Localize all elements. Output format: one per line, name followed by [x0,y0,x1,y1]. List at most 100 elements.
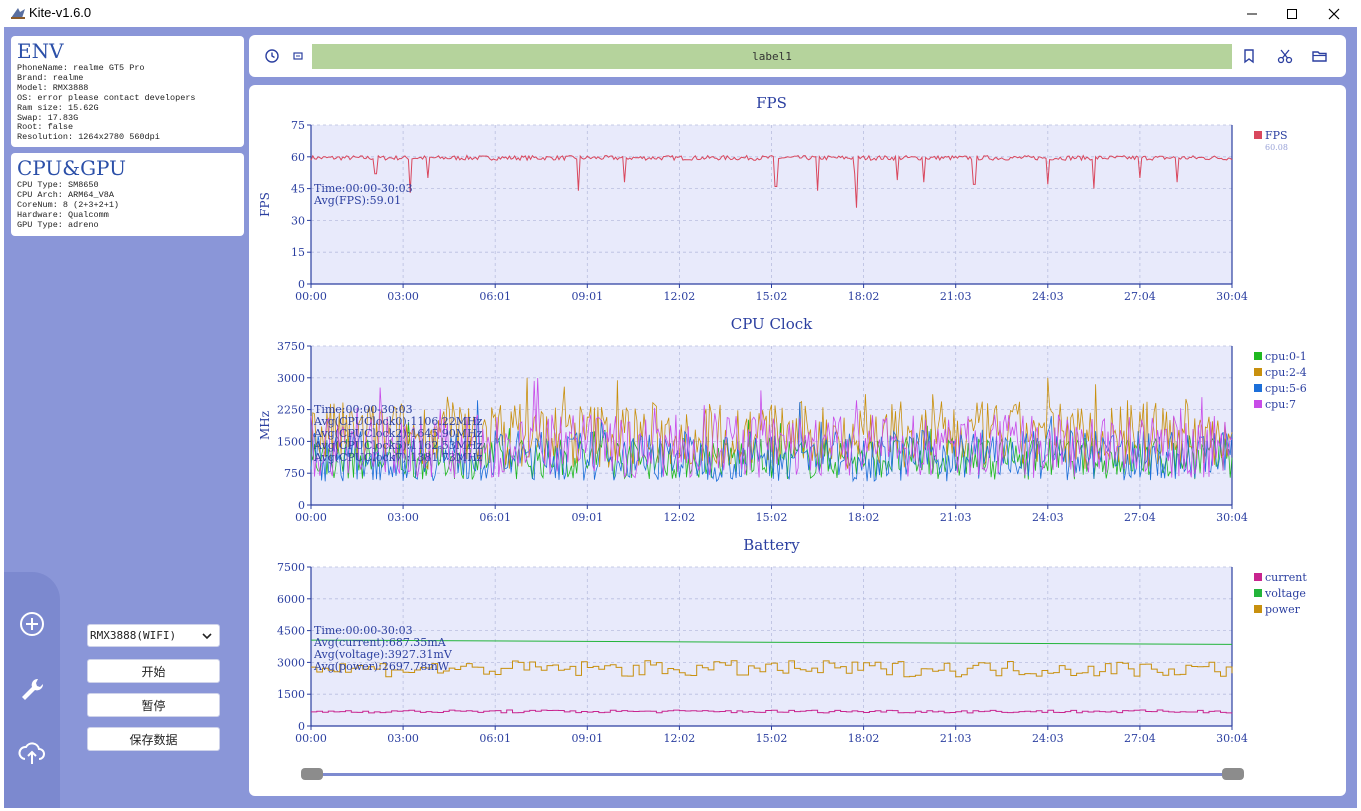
pause-button[interactable]: 暂停 [87,693,220,717]
bookmark-icon[interactable] [1240,47,1258,65]
env-info: PhoneName: realme GT5 Pro Brand: realme Mo… [17,63,196,143]
cloud-upload-icon[interactable] [18,739,46,767]
legend-swatch [1254,605,1262,613]
x-tick-label: 27:04 [1124,732,1156,745]
x-tick-label: 00:00 [295,290,327,303]
chart-annotation: Avg(CPUClock7):1381.73MHz [313,451,483,464]
legend-label: voltage [1264,587,1306,600]
chevron-down-icon [202,633,212,640]
series-line-cpu-5-6 [310,400,1233,483]
chart-annotation: Avg(CPUClock5):1162.53MHz [313,439,483,452]
x-tick-label: 27:04 [1124,511,1156,524]
x-tick-label: 24:03 [1032,732,1064,745]
x-tick-label: 03:00 [387,290,419,303]
x-tick-label: 12:02 [664,290,696,303]
legend-label: FPS [1265,129,1288,142]
plus-circle-icon[interactable] [18,610,46,638]
time-range-start-handle[interactable] [301,768,323,780]
cpugpu-line: Hardware: Qualcomm [17,209,109,220]
x-tick-label: 09:01 [571,732,603,745]
device-select[interactable]: RMX3888(WIFI) [87,624,220,647]
y-tick-label: 3000 [277,372,305,385]
y-tick-label: 45 [291,183,305,196]
series-line-cpu-2-4 [310,377,1233,470]
x-tick-label: 06:01 [479,511,511,524]
x-tick-label: 09:01 [571,511,603,524]
chart-annotation: Avg(CPUClock0):1106.22MHz [313,415,483,428]
folder-open-icon[interactable] [1311,47,1329,65]
x-tick-label: 30:04 [1216,732,1248,745]
series-line-fps [310,154,1233,208]
env-line: Root: false [17,122,74,133]
cpugpu-card: CPU&GPU CPU Type: SM8650 CPU Arch: ARM64_… [11,153,244,236]
legend-swatch [1254,131,1262,139]
legend-label: cpu:2-4 [1265,366,1307,379]
x-tick-label: 15:02 [756,511,788,524]
close-button[interactable] [1311,0,1357,27]
chart-annotation: Time:00:00-30:03 [314,624,413,637]
env-line: Brand: realme [17,72,84,83]
left-panel: ENV PhoneName: realme GT5 Pro Brand: real… [4,27,248,808]
y-tick-label: 3000 [277,656,305,669]
chart-title: FPS [756,94,787,112]
cpugpu-title: CPU&GPU [17,156,127,180]
x-tick-label: 21:03 [940,511,972,524]
y-tick-label: 4500 [277,625,305,638]
y-tick-label: 2250 [277,404,305,417]
cpugpu-line: CPU Type: SM8650 [17,180,99,190]
legend-label: cpu:0-1 [1265,350,1307,363]
legend-label: cpu:5-6 [1265,382,1307,395]
x-tick-label: 15:02 [756,290,788,303]
y-tick-label: 7500 [277,561,305,574]
minimize-button[interactable] [1229,0,1275,27]
series-line-cpu-7 [310,377,1233,479]
env-line: Swap: 17.83G [17,112,79,123]
y-tick-label: 75 [291,119,305,132]
app-logo-icon [11,8,25,19]
y-axis-label: MHz [258,411,272,440]
wrench-icon[interactable] [18,675,46,703]
y-tick-label: 0 [298,720,305,733]
time-range-slider[interactable] [310,773,1240,776]
x-tick-label: 30:04 [1216,290,1248,303]
x-tick-label: 18:02 [848,290,880,303]
screen-icon[interactable] [289,47,307,65]
x-tick-label: 18:02 [848,732,880,745]
env-card: ENV PhoneName: realme GT5 Pro Brand: real… [11,36,244,147]
x-tick-label: 12:02 [664,511,696,524]
scissors-icon[interactable] [1276,47,1294,65]
legend-sub-label: 60.08 [1265,143,1288,152]
legend-swatch [1254,352,1262,360]
chart-annotation: Time:00:00-30:03 [314,403,413,416]
y-tick-label: 0 [298,278,305,291]
env-line: Model: RMX3888 [17,82,89,93]
save-data-button[interactable]: 保存数据 [87,727,220,751]
legend-label: power [1265,603,1301,616]
maximize-button[interactable] [1269,0,1315,27]
x-tick-label: 09:01 [571,290,603,303]
chart-annotation: Avg(FPS):59.01 [313,194,401,207]
y-tick-label: 1500 [277,435,305,448]
status-label: label1 [312,44,1232,69]
side-dock [4,572,60,808]
y-axis-label: FPS [258,192,272,217]
x-tick-label: 00:00 [295,511,327,524]
x-tick-label: 27:04 [1124,290,1156,303]
time-range-end-handle[interactable] [1222,768,1244,780]
charts-svg: FPS 0 15 30 45 60 75 00:00 03:00 06:01 09:01 12:02 1… [258,94,1307,745]
chart-title: Battery [743,536,800,554]
clock-icon[interactable] [263,47,281,65]
y-tick-label: 60 [291,151,305,164]
x-tick-label: 03:00 [387,732,419,745]
top-toolbar: label1 [249,35,1346,77]
y-tick-label: 1500 [277,688,305,701]
env-title: ENV [17,39,64,63]
x-tick-label: 06:01 [479,290,511,303]
cpugpu-line: GPU Type: adreno [17,219,99,230]
y-tick-label: 15 [291,246,305,259]
legend-swatch [1254,589,1262,597]
cpugpu-line: CPU Arch: ARM64_V8A [17,189,114,200]
chart-annotation: Avg(voltage):3927.31mV [313,648,453,661]
device-select-value: RMX3888(WIFI) [90,629,177,642]
start-button[interactable]: 开始 [87,659,220,683]
